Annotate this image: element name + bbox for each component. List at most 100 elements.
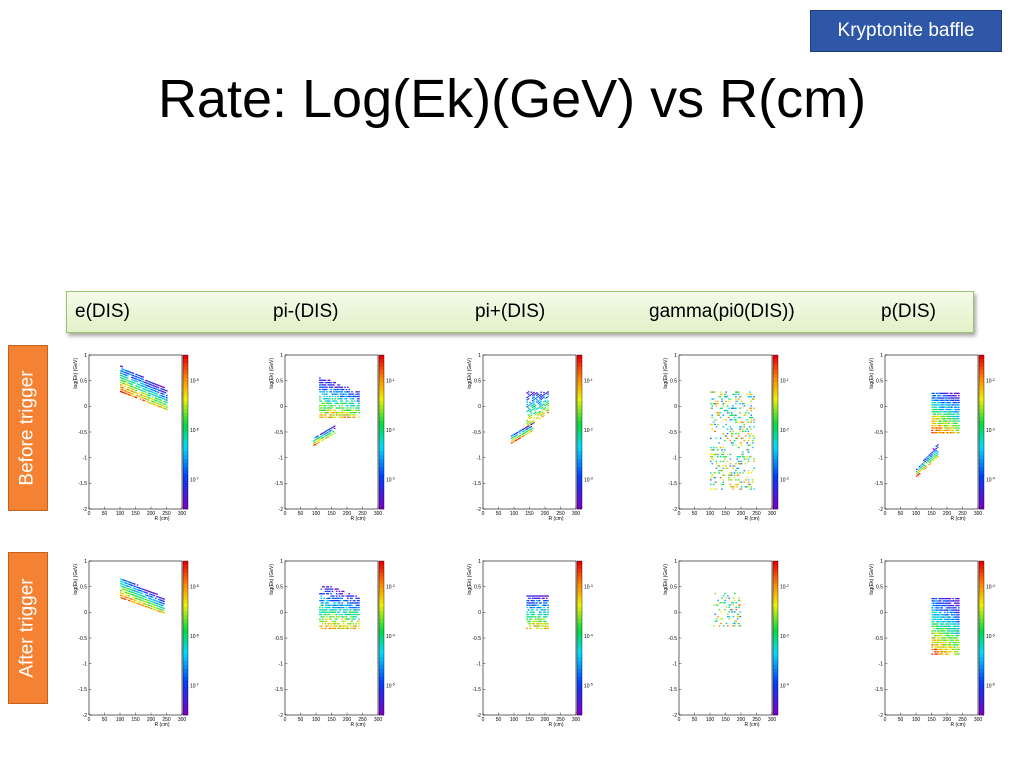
- heatmap-cell: [711, 423, 713, 426]
- heatmap-cell: [920, 469, 922, 471]
- heatmap-cell: [536, 618, 538, 620]
- heatmap-cell: [942, 597, 945, 600]
- heatmap-cell: [326, 586, 328, 588]
- y-tick-label: 1: [478, 353, 481, 359]
- heatmap-cell: [323, 597, 325, 599]
- heatmap-cell: [711, 453, 713, 456]
- heatmap-cell: [132, 587, 135, 589]
- color-bar-segment: [773, 355, 778, 360]
- heatmap-cell: [939, 600, 942, 602]
- y-tick-label: 1: [674, 559, 677, 565]
- heatmap-cell: [342, 388, 345, 391]
- heatmap-cell: [948, 429, 950, 431]
- heatmap-cell: [934, 427, 936, 429]
- heatmap-cell: [161, 388, 164, 390]
- heatmap-cell: [355, 606, 357, 609]
- heatmap-cell: [138, 594, 140, 596]
- heatmap-cell: [157, 387, 160, 389]
- heatmap-cell: [753, 435, 755, 437]
- color-bar-segment: [979, 466, 984, 471]
- color-bar-frame: [576, 354, 583, 510]
- heatmap-cell: [928, 456, 931, 459]
- heatmap-cell: [937, 644, 939, 646]
- heatmap-cell: [120, 594, 122, 596]
- heatmap-cell: [728, 398, 730, 400]
- heatmap-cell: [131, 376, 133, 379]
- heatmap-cell: [333, 602, 335, 604]
- color-bar-segment: [379, 595, 384, 600]
- heatmap-cell: [536, 627, 538, 630]
- color-bar-segment: [183, 389, 188, 394]
- heatmap-cell: [744, 430, 747, 433]
- heatmap-cell: [358, 606, 360, 609]
- heatmap-cell: [147, 604, 150, 606]
- heatmap-cell: [538, 602, 541, 604]
- y-tick-label: 0.5: [670, 378, 677, 384]
- heatmap-cell: [136, 586, 139, 588]
- heatmap-cell: [530, 623, 533, 625]
- color-bar-label: 10-6: [190, 427, 199, 434]
- heatmap-cell: [323, 600, 325, 602]
- heatmap-cell: [948, 639, 950, 641]
- heatmap-cell: [330, 411, 332, 414]
- color-bar-segment: [379, 389, 384, 394]
- color-bar-segment: [773, 485, 778, 491]
- heatmap-cell: [932, 621, 935, 623]
- heatmap-cell: [510, 437, 513, 439]
- heatmap-cell: [145, 393, 147, 396]
- heatmap-cell: [126, 375, 129, 377]
- heatmap-cell: [543, 403, 545, 405]
- heatmap-cells: [312, 377, 360, 447]
- heatmap-cell: [533, 403, 535, 405]
- heatmap-cell: [949, 630, 952, 632]
- heatmap-cell: [939, 646, 942, 648]
- heatmap-cell: [142, 590, 144, 593]
- heatmap-cell: [319, 613, 321, 616]
- y-axis-label: log(Ek) (GeV): [73, 564, 79, 595]
- heatmap-cell: [124, 376, 126, 378]
- heatmap-cell: [154, 390, 157, 392]
- heatmap-cell: [931, 432, 934, 434]
- color-bar-segment: [773, 439, 778, 444]
- heatmap-cell: [941, 646, 943, 648]
- heatmap-cell: [931, 597, 934, 600]
- heatmap-cell: [321, 416, 324, 418]
- heatmap-cell: [135, 376, 137, 378]
- heatmap-cell: [956, 401, 959, 404]
- heatmap-cell: [150, 388, 153, 391]
- heatmap-cell: [133, 592, 136, 594]
- heatmap-cell: [946, 651, 949, 653]
- heatmap-cell: [942, 406, 945, 408]
- heatmap-cell: [140, 394, 143, 396]
- heatmap-cell: [942, 397, 945, 399]
- heatmap-cell: [956, 392, 959, 395]
- heatmap-cell: [329, 432, 332, 434]
- heatmap-cell: [735, 606, 738, 608]
- color-bar-segment: [773, 672, 778, 677]
- heatmap-cell: [333, 604, 335, 606]
- heatmap-cell: [533, 620, 535, 623]
- heatmap-cell: [538, 623, 541, 625]
- heatmap-cell: [353, 602, 356, 604]
- color-bar-segment: [773, 587, 778, 593]
- heatmap-cell: [935, 420, 938, 422]
- heatmap-cell: [139, 587, 142, 589]
- heatmap-cell: [142, 385, 144, 387]
- heatmap-cell: [739, 463, 741, 465]
- heatmap-cell: [124, 381, 126, 383]
- heatmap-cell: [712, 449, 715, 451]
- heatmap-cell: [338, 625, 341, 627]
- heatmap-cell: [160, 385, 163, 388]
- heatmap-cell: [530, 405, 533, 407]
- color-bar-segment: [773, 699, 778, 704]
- heatmap-cell: [946, 621, 949, 623]
- y-tick-label: 0: [674, 404, 677, 410]
- y-tick-label: 1: [880, 559, 883, 565]
- heatmap-cell: [358, 409, 360, 411]
- heatmap-cell: [349, 600, 352, 602]
- heatmap-cell: [743, 439, 746, 442]
- x-tick-label: 250: [162, 511, 171, 517]
- heatmap-cell: [526, 399, 528, 401]
- heatmap-cell: [543, 620, 545, 623]
- heatmap-cell: [153, 401, 156, 403]
